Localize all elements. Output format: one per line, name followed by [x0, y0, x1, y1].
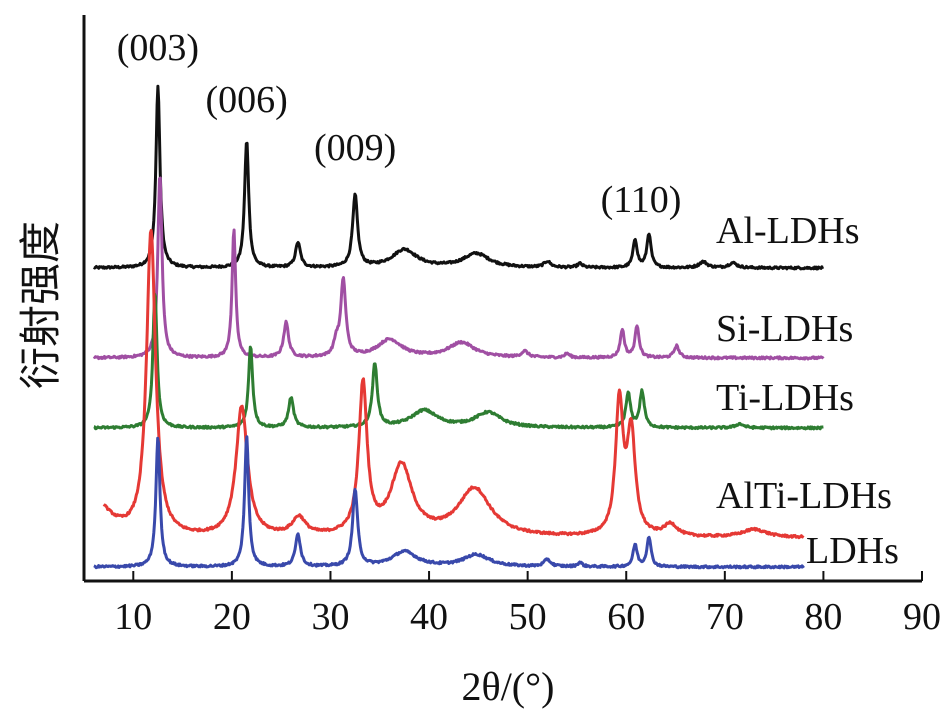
y-axis-label: 衍射强度 [16, 221, 65, 389]
series-line-si-ldhs [92, 176, 825, 361]
peak-annotation: (006) [206, 79, 288, 121]
series-label-si-ldhs: Si-LDHs [716, 308, 853, 350]
x-tick-label: 10 [114, 596, 152, 638]
series-label-al-ldhs: Al-LDHs [716, 210, 860, 252]
x-tick-label: 60 [607, 596, 645, 638]
series-label-ldhs: LDHs [806, 530, 899, 572]
x-tick-label: 80 [804, 596, 842, 638]
series-group [92, 84, 825, 570]
series-line-ldhs [93, 435, 805, 570]
x-ticks: 10 20 30 40 50 60 70 80 90 [114, 571, 941, 638]
x-tick-label: 30 [311, 596, 349, 638]
series-label-ti-ldhs: Ti-LDHs [716, 377, 854, 419]
series-labels: Al-LDHs Si-LDHs Ti-LDHs AlTi-LDHs LDHs [716, 210, 899, 572]
peak-annotation: (009) [314, 127, 396, 169]
peak-annotation: (003) [117, 27, 199, 69]
x-tick-label: 90 [903, 596, 941, 638]
x-axis-label: 2θ/(°) [462, 664, 555, 709]
x-tick-label: 20 [213, 596, 251, 638]
peak-annotations: (003)(006) (009) (110) [117, 27, 682, 221]
x-tick-label: 40 [410, 596, 448, 638]
series-line-ti-ldhs [93, 292, 825, 431]
series-line-al-ldhs [92, 84, 825, 271]
series-label-alti-ldhs: AlTi-LDHs [716, 475, 892, 517]
peak-annotation: (110) [601, 179, 682, 221]
x-tick-label: 70 [706, 596, 744, 638]
series-line-alti-ldhs [102, 228, 805, 540]
x-tick-label: 50 [509, 596, 547, 638]
